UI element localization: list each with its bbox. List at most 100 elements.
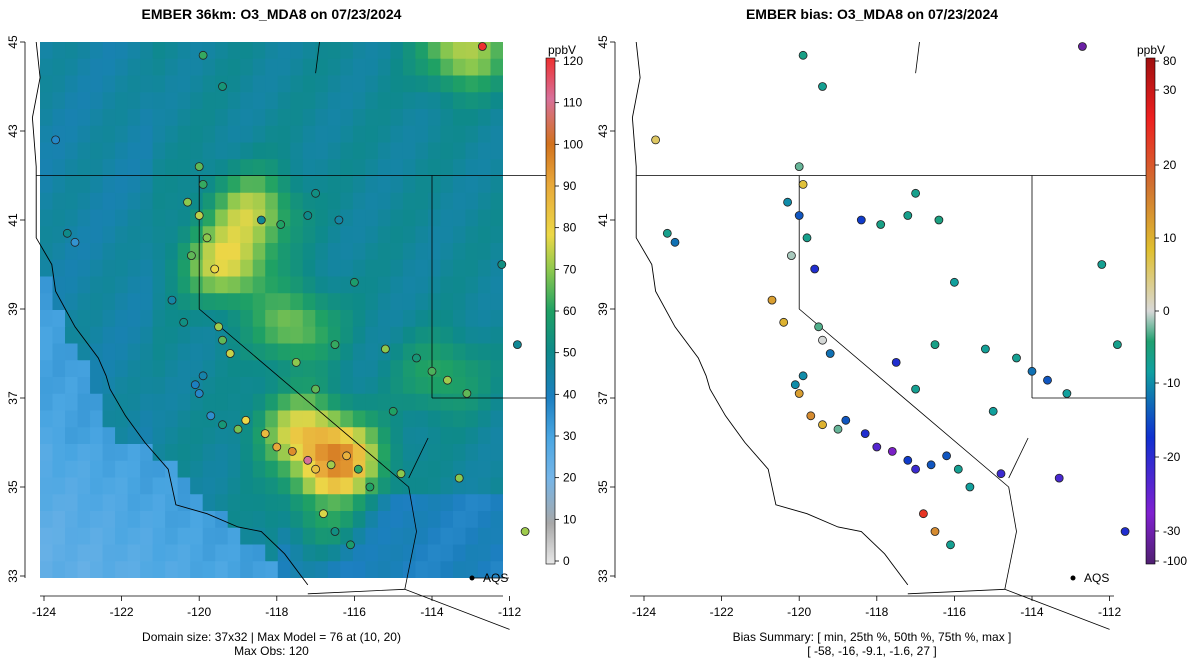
model-grid-cell (402, 159, 416, 177)
model-grid-cell (65, 410, 79, 428)
model-grid-cell (140, 58, 154, 77)
model-grid-cell (227, 410, 241, 428)
model-grid-cell (415, 310, 429, 328)
model-grid-cell (327, 192, 341, 211)
x-tick-label: -112 (498, 605, 521, 619)
obs-site-marker (260, 429, 270, 439)
model-grid-cell (290, 276, 304, 294)
model-grid-cell (77, 75, 91, 93)
model-grid-cell (165, 561, 179, 578)
model-grid-cell (340, 276, 354, 294)
model-grid-cell (415, 259, 429, 278)
model-grid-cell (40, 276, 54, 294)
model-grid-cell (202, 142, 216, 160)
model-grid-cell (152, 159, 166, 177)
model-grid-cell (240, 42, 254, 60)
model-grid-cell (465, 360, 479, 378)
colorbar-tick-label: 90 (563, 179, 577, 193)
model-grid-cell (127, 209, 141, 227)
model-grid-cell (365, 75, 379, 93)
model-grid-cell (340, 477, 354, 495)
colorbar-tick-label: 70 (563, 262, 577, 276)
model-grid-cell (402, 259, 416, 278)
model-grid-cell (415, 477, 429, 495)
model-grid-cell (165, 393, 179, 412)
model-grid-cell (465, 444, 479, 462)
model-grid-cell (40, 377, 54, 395)
model-grid-cell (402, 360, 416, 378)
obs-site-marker (194, 162, 204, 172)
model-grid-cell (127, 226, 141, 244)
state-border (915, 41, 920, 74)
model-grid-cell (127, 243, 141, 261)
model-grid-cell (152, 125, 166, 144)
model-grid-cell (177, 377, 191, 395)
model-grid-cell (315, 276, 329, 294)
model-grid-cell (152, 92, 166, 110)
model-grid-cell (240, 142, 254, 160)
model-grid-cell (277, 494, 291, 512)
model-grid-cell (202, 460, 216, 479)
colorbar-tick-label: 10 (563, 512, 577, 526)
model-grid-cell (65, 92, 79, 110)
model-grid-cell (415, 427, 429, 445)
model-grid-cell (77, 326, 91, 345)
model-grid-cell (65, 75, 79, 93)
model-grid-cell (352, 176, 366, 194)
model-grid-cell (265, 460, 279, 479)
colorbar-tick-label: -10 (1163, 376, 1181, 390)
model-grid-cell (265, 393, 279, 412)
model-grid-cell (52, 326, 66, 345)
state-boundaries-left (31, 41, 549, 630)
model-grid-cell (227, 326, 241, 345)
model-grid-cell (190, 494, 204, 512)
model-grid-cell (115, 226, 129, 244)
model-grid-cell (127, 561, 141, 578)
model-grid-cell (65, 377, 79, 395)
model-grid-cell (240, 393, 254, 412)
model-grid-cell (215, 259, 229, 278)
model-grid-cell (477, 410, 492, 428)
model-grid-cell (90, 477, 104, 495)
model-grid-cell (340, 243, 354, 261)
model-grid-cell (365, 176, 379, 194)
bias-site-marker (1027, 366, 1037, 376)
model-grid-cell (490, 544, 503, 562)
model-grid-cell (440, 92, 454, 110)
model-grid-cell (152, 393, 166, 412)
model-grid-cell (102, 544, 116, 562)
model-grid-cell (377, 226, 391, 244)
model-grid-cell (140, 444, 154, 462)
bias-site-marker (779, 317, 789, 327)
model-grid-cell (165, 226, 179, 244)
model-grid-cell (265, 142, 279, 160)
model-grid-cell (390, 343, 404, 361)
model-grid-cell (490, 527, 503, 546)
y-tick-label: 45 (6, 35, 20, 49)
model-grid-cell (165, 276, 179, 294)
model-grid-cell (327, 477, 341, 495)
model-grid-cell (427, 410, 442, 428)
obs-site-marker (330, 340, 340, 350)
model-grid-cell (77, 460, 91, 479)
obs-site-marker (218, 420, 227, 430)
model-grid-cell (302, 159, 316, 177)
model-grid-cell (240, 109, 254, 127)
model-grid-cell (377, 460, 391, 479)
x-tick-label: -120 (787, 605, 811, 619)
model-grid-cell (390, 477, 404, 495)
x-tick-label: -122 (110, 605, 134, 619)
model-grid-cell (390, 92, 404, 110)
model-grid-cell (465, 176, 479, 194)
obs-site-marker (186, 251, 196, 261)
model-grid-cell (402, 276, 416, 294)
model-grid-cell (102, 310, 116, 328)
model-grid-cell (252, 310, 266, 328)
model-grid-cell (102, 192, 116, 211)
model-grid-cell (177, 209, 191, 227)
model-grid-cell (140, 360, 154, 378)
model-grid-cell (65, 561, 79, 578)
model-grid-cell (277, 176, 291, 194)
model-grid-cell (415, 58, 429, 77)
model-grid-cell (477, 293, 492, 311)
